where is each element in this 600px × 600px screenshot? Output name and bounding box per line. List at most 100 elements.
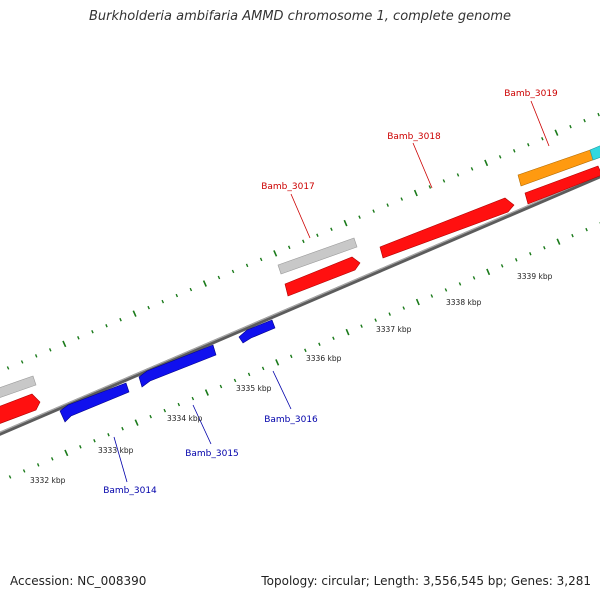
inner-ruler-tick <box>121 426 124 431</box>
inner-ruler-tick <box>486 268 491 276</box>
gene-label-bamb-3014[interactable]: Bamb_3014 <box>103 486 157 496</box>
inner-ruler-tick <box>571 233 574 238</box>
outer-ruler-tick <box>372 209 375 213</box>
inner-ruler-tick <box>444 288 448 292</box>
inner-ruler-tick <box>204 389 209 396</box>
outer-ruler-tick <box>287 245 291 250</box>
inner-ruler-tick <box>79 445 82 449</box>
inner-ruler-tick <box>8 475 12 479</box>
gene-feature-gray-mid[interactable] <box>277 237 358 275</box>
gene-label-bamb-3018[interactable]: Bamb_3018 <box>387 132 441 142</box>
gene-feature-bamb-3015[interactable] <box>138 344 217 388</box>
outer-ruler-tick <box>597 112 600 117</box>
inner-ruler-tick <box>134 419 139 426</box>
scale-label-3339: 3339 kbp <box>517 272 553 281</box>
inner-ruler-tick <box>360 324 363 328</box>
gene-feature-bamb-3016[interactable] <box>238 319 276 344</box>
outer-ruler-tick <box>34 354 38 358</box>
outer-ruler-tick <box>343 219 348 227</box>
outer-ruler-tick <box>330 227 333 231</box>
gene-label-bamb-3017[interactable]: Bamb_3017 <box>261 182 315 192</box>
inner-ruler-tick <box>163 408 167 413</box>
outer-ruler-tick <box>386 203 389 207</box>
inner-ruler-tick <box>219 384 223 389</box>
inner-ruler-tick <box>149 414 152 419</box>
inner-ruler-tick <box>275 359 280 366</box>
outer-ruler-tick <box>20 360 24 364</box>
gene-label-bamb-3015[interactable]: Bamb_3015 <box>185 449 239 459</box>
inner-ruler-tick <box>556 238 561 245</box>
scale-label-3338: 3338 kbp <box>446 298 482 307</box>
outer-ruler-tick <box>105 324 108 328</box>
outer-ruler-tick <box>456 173 460 177</box>
gene-labels: Bamb_3017 Bamb_3018 Bamb_3019 Bamb_3014 … <box>103 89 558 496</box>
outer-ruler-tick <box>217 275 221 280</box>
outer-ruler-tick <box>470 167 474 171</box>
gene-feature-bamb-3014[interactable] <box>59 382 130 423</box>
inner-ruler-tick <box>191 396 195 401</box>
inner-ruler-tick <box>514 258 518 262</box>
scale-label-3332: 3332 kbp <box>30 476 66 485</box>
inner-ruler-tick <box>374 318 377 322</box>
outer-ruler-tick <box>273 250 278 257</box>
scale-label-3336: 3336 kbp <box>306 354 342 363</box>
scale-label-3333: 3333 kbp <box>98 446 134 455</box>
outer-ruler-tick <box>316 233 319 237</box>
inner-ruler-tick <box>458 282 462 286</box>
scale-label-3337: 3337 kbp <box>376 325 412 334</box>
outer-ruler-tick <box>62 340 67 348</box>
inner-ruler-tick <box>472 276 476 280</box>
outer-ruler-tick <box>6 366 10 370</box>
outer-ruler-tick <box>202 280 207 287</box>
gene-feature-red-right[interactable] <box>524 165 600 205</box>
inner-ruler-tick <box>50 457 54 461</box>
outer-ruler-tick <box>231 269 235 274</box>
inner-ruler-tick <box>543 246 546 250</box>
gene-feature-cyan[interactable] <box>589 145 600 161</box>
inner-ruler-tick <box>388 312 391 316</box>
outer-ruler-tick <box>554 129 559 136</box>
outer-ruler-tick <box>413 189 418 197</box>
outer-tick-ruler <box>6 112 600 370</box>
gene-feature-red-left[interactable] <box>0 393 41 425</box>
reverse-strand-genes <box>59 319 276 423</box>
outer-ruler-tick <box>484 159 489 167</box>
outer-ruler-tick <box>428 185 432 189</box>
inner-ruler-tick <box>289 354 293 359</box>
outer-ruler-tick <box>175 293 179 298</box>
accession-label: Accession: NC_008390 <box>10 574 147 588</box>
inner-tick-ruler <box>8 222 600 479</box>
outer-ruler-tick <box>498 155 502 159</box>
outer-ruler-tick <box>442 179 446 183</box>
inner-ruler-tick <box>93 439 96 443</box>
gene-label-bamb-3016[interactable]: Bamb_3016 <box>264 415 318 425</box>
inner-ruler-tick <box>415 298 420 306</box>
gene-feature-gray-left[interactable] <box>0 375 37 400</box>
inner-ruler-tick <box>36 463 40 467</box>
outer-ruler-tick <box>91 330 94 334</box>
inner-ruler-tick <box>318 342 321 346</box>
gene-feature-bamb-3018[interactable] <box>379 197 515 259</box>
inner-ruler-tick <box>177 402 181 407</box>
chromosome-backbone <box>0 174 600 436</box>
inner-ruler-tick <box>247 372 251 377</box>
gene-label-bamb-3019[interactable]: Bamb_3019 <box>504 89 558 99</box>
outer-ruler-tick <box>400 197 404 201</box>
outer-ruler-tick <box>569 124 572 129</box>
scale-labels: 3332 kbp 3333 kbp 3334 kbp 3335 kbp 3336… <box>30 272 553 485</box>
scale-label-3334: 3334 kbp <box>167 414 203 423</box>
gene-leader-lines <box>113 100 550 483</box>
forward-strand-genes <box>0 145 600 425</box>
genome-summary-label: Topology: circular; Length: 3,556,545 bp… <box>261 574 591 588</box>
outer-ruler-tick <box>259 257 263 262</box>
inner-ruler-tick <box>261 366 265 371</box>
scale-label-3335: 3335 kbp <box>236 384 272 393</box>
outer-ruler-tick <box>147 305 150 310</box>
inner-ruler-tick <box>345 328 350 336</box>
inner-ruler-tick <box>500 264 504 268</box>
inner-ruler-tick <box>233 378 237 383</box>
inner-ruler-tick <box>64 449 69 457</box>
gene-feature-bamb-3017[interactable] <box>284 256 361 297</box>
